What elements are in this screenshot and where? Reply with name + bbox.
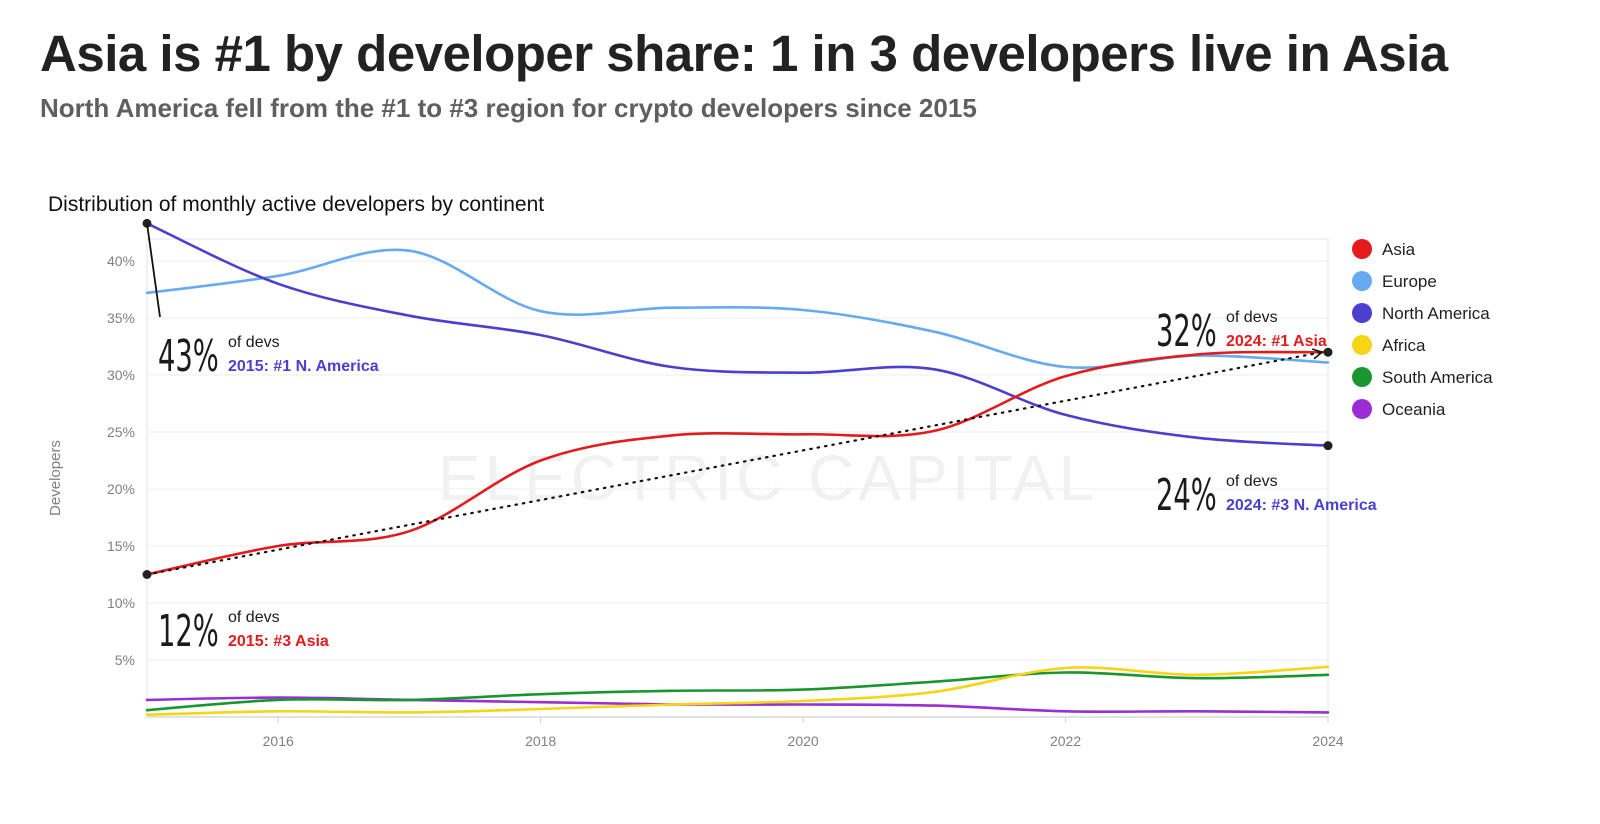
y-tick-label: 10%	[107, 595, 135, 611]
annotation-note: 2024: #3 N. America	[1226, 497, 1377, 514]
annotation-value: 12%	[158, 605, 219, 657]
annotation-unit: of devs	[228, 334, 280, 351]
legend-label-europe: Europe	[1382, 272, 1437, 291]
page-title: Asia is #1 by developer share: 1 in 3 de…	[40, 25, 1448, 82]
legend-swatch-europe	[1352, 271, 1372, 291]
series-line-asia	[145, 350, 1330, 576]
y-tick-label: 35%	[107, 310, 135, 326]
x-tick-label: 2024	[1312, 733, 1343, 749]
annotation-note: 2024: #1 Asia	[1226, 333, 1327, 350]
legend-label-north-america: North America	[1382, 304, 1490, 323]
annotation-note: 2015: #1 N. America	[228, 358, 379, 375]
y-tick-label: 20%	[107, 481, 135, 497]
x-tick-label: 2018	[525, 733, 556, 749]
annotation-value: 43%	[158, 330, 219, 382]
legend-label-africa: Africa	[1382, 336, 1426, 355]
x-tick-label: 2020	[788, 733, 819, 749]
y-tick-label: 25%	[107, 424, 135, 440]
annotation-value: 24%	[1156, 469, 1217, 521]
data-point-marker	[1323, 347, 1333, 357]
chart-title: Distribution of monthly active developer…	[48, 193, 545, 216]
series-line-south-america	[145, 671, 1330, 712]
series-line-europe	[145, 248, 1330, 369]
x-tick-label: 2016	[263, 733, 294, 749]
x-tick-label: 2022	[1050, 733, 1081, 749]
watermark-text: ELECTRIC CAPITAL	[438, 442, 1098, 514]
annotation-value: 32%	[1156, 305, 1217, 357]
legend-swatch-asia	[1352, 239, 1372, 259]
annotation-unit: of devs	[228, 609, 280, 626]
page-subtitle: North America fell from the #1 to #3 reg…	[40, 93, 977, 123]
trend-arrow	[145, 348, 1324, 576]
annotation-unit: of devs	[1226, 473, 1278, 490]
y-tick-label: 30%	[107, 367, 135, 383]
series-line-africa	[145, 665, 1330, 716]
annotation-unit: of devs	[1226, 309, 1278, 326]
legend-swatch-south-america	[1352, 367, 1372, 387]
annotation-note: 2015: #3 Asia	[228, 633, 329, 650]
data-point-marker	[1323, 441, 1333, 451]
legend-swatch-oceania	[1352, 399, 1372, 419]
y-tick-label: 5%	[115, 652, 135, 668]
data-point-marker	[142, 570, 152, 579]
legend-label-oceania: Oceania	[1382, 400, 1446, 419]
legend-label-asia: Asia	[1382, 240, 1416, 259]
series-line-north-america	[145, 222, 1330, 447]
legend-swatch-north-america	[1352, 303, 1372, 323]
annotation-leader-line	[146, 223, 161, 318]
y-tick-label: 15%	[107, 538, 135, 554]
y-axis-label: Developers	[47, 440, 64, 516]
legend-swatch-africa	[1352, 335, 1372, 355]
legend-label-south-america: South America	[1382, 368, 1493, 387]
y-tick-label: 40%	[107, 253, 135, 269]
